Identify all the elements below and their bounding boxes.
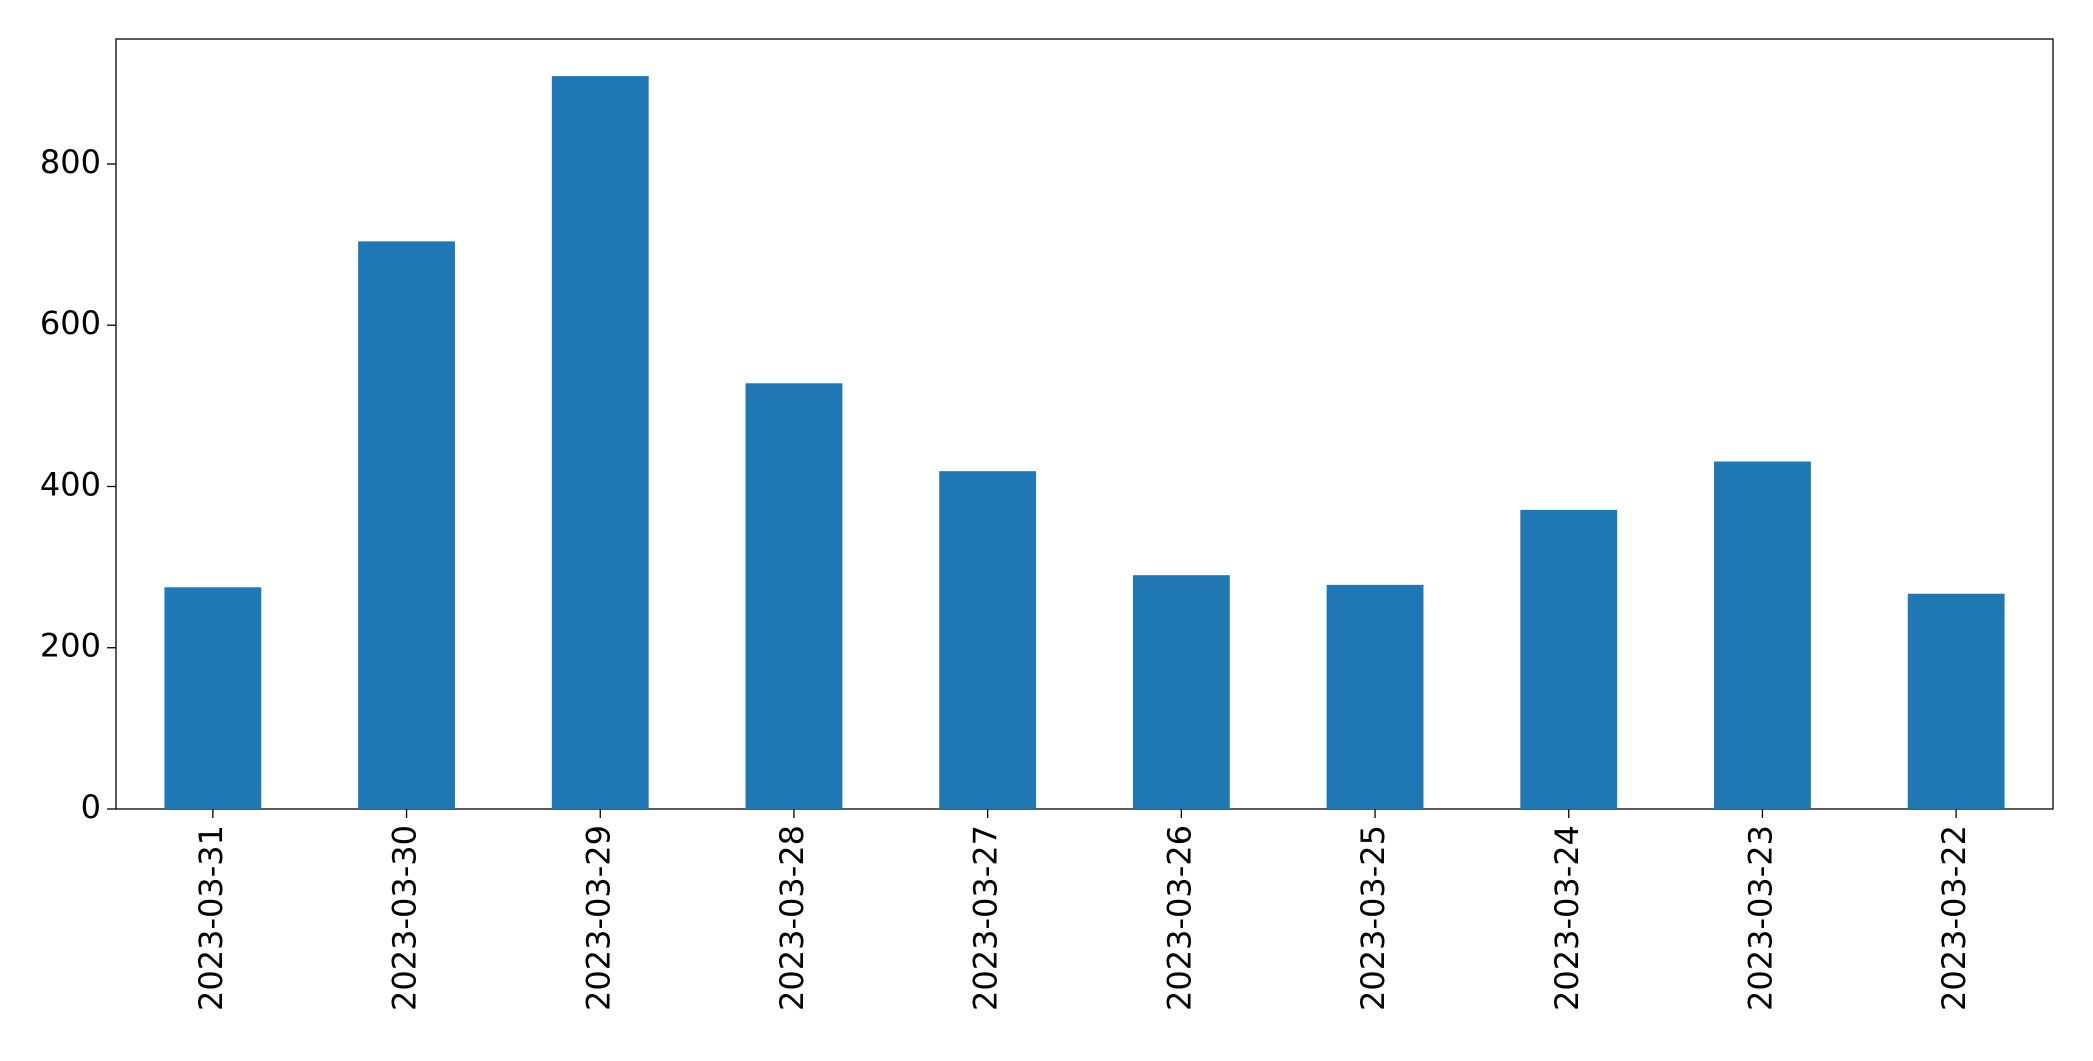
bar bbox=[164, 587, 262, 809]
bar bbox=[358, 241, 455, 810]
bar bbox=[745, 383, 843, 809]
bar bbox=[1907, 593, 2005, 809]
y-tick-label: 600 bbox=[40, 304, 101, 342]
y-tick-label: 200 bbox=[40, 627, 101, 665]
x-tick-label: 2023-03-31 bbox=[192, 825, 230, 1011]
bar bbox=[551, 76, 649, 810]
x-tick-label: 2023-03-28 bbox=[773, 825, 811, 1011]
y-tick-label: 800 bbox=[40, 143, 101, 181]
bar bbox=[1326, 584, 1424, 809]
plot-frame bbox=[115, 38, 2054, 810]
y-tick-label: 0 bbox=[81, 788, 101, 826]
bar bbox=[939, 471, 1037, 809]
x-tick-label: 2023-03-26 bbox=[1160, 825, 1198, 1011]
x-tick-label: 2023-03-25 bbox=[1354, 825, 1392, 1011]
x-tick-label: 2023-03-27 bbox=[967, 825, 1005, 1011]
bar bbox=[1132, 575, 1230, 809]
x-tick-label: 2023-03-30 bbox=[386, 825, 424, 1011]
y-tick-label: 400 bbox=[40, 465, 101, 503]
bar bbox=[1714, 461, 1811, 809]
x-tick-label: 2023-03-29 bbox=[579, 825, 617, 1011]
bar bbox=[1520, 509, 1618, 809]
x-tick-label: 2023-03-22 bbox=[1935, 825, 1973, 1011]
x-tick-label: 2023-03-24 bbox=[1548, 825, 1586, 1011]
x-tick-label: 2023-03-23 bbox=[1741, 825, 1779, 1011]
